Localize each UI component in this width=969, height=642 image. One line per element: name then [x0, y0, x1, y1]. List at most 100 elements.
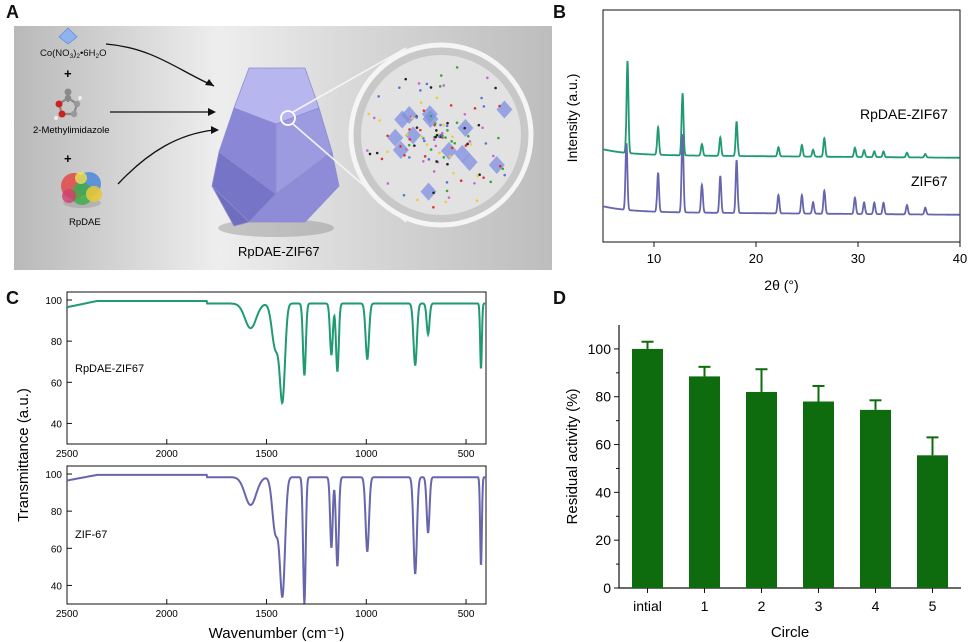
lattice-atom — [439, 123, 442, 127]
x-tick-label: 1000 — [355, 609, 378, 620]
crystal-shadow — [218, 219, 334, 237]
lattice-atom — [432, 191, 435, 195]
y-tick-label: 60 — [51, 544, 63, 555]
lattice-atom — [422, 109, 426, 112]
x-axis-label: Circle — [771, 624, 809, 641]
lattice-atom — [419, 101, 423, 105]
lattice-atom — [503, 173, 507, 177]
lattice-atom — [444, 136, 447, 139]
lattice-atom — [442, 156, 446, 159]
lattice-atom — [446, 129, 449, 132]
series-label: RpDAE-ZIF67 — [860, 106, 948, 122]
y-tick-label: 40 — [51, 581, 63, 592]
panel-label-d: D — [553, 288, 566, 308]
lattice-atom — [366, 149, 369, 152]
lattice-atom — [439, 74, 443, 77]
bar — [746, 391, 777, 588]
bar — [860, 409, 891, 588]
lattice-atom — [497, 136, 500, 140]
lattice-node — [421, 105, 438, 124]
lattice-atom — [453, 141, 457, 145]
y-tick-label: 60 — [51, 378, 63, 389]
y-axis-label: Transmittance (a.u.) — [15, 388, 32, 522]
lattice-atom — [447, 196, 451, 199]
lattice-atom — [445, 189, 449, 193]
bar — [917, 455, 948, 588]
lattice-atom — [455, 66, 459, 69]
lattice-atom — [403, 154, 406, 157]
lattice-atom — [464, 144, 468, 147]
lattice-atom — [399, 145, 402, 148]
y-tick-label: 80 — [51, 337, 63, 348]
cobalt-nitrate-crystal-icon — [58, 27, 78, 45]
lattice-atom — [415, 126, 419, 129]
lattice-node — [461, 153, 478, 172]
plus-sign-2: + — [64, 151, 72, 166]
x-tick-label: 1500 — [255, 609, 278, 620]
panel-label-a: A — [6, 2, 19, 22]
lattice-atom — [425, 143, 429, 146]
lattice-atom — [429, 114, 433, 118]
lattice-atom — [476, 174, 479, 178]
lattice-atom — [423, 139, 426, 143]
x-tick-label: 3 — [815, 598, 823, 614]
lattice-node — [394, 110, 411, 129]
lattice-atom — [442, 84, 446, 87]
lattice-atom — [449, 104, 453, 107]
panel-label-c: C — [6, 288, 19, 308]
x-axis-label: 2θ (°) — [764, 277, 798, 293]
rpdae-protein-icon — [61, 172, 102, 208]
x-tick-label: 4 — [872, 598, 880, 614]
x-tick-label: 1500 — [255, 449, 278, 460]
lattice-atom — [438, 85, 442, 88]
lattice-atom — [444, 200, 448, 204]
lattice-atom — [408, 128, 411, 131]
residual-activity-chart: 0 20 40 60 80 100 intial 1 2 3 4 5 Circle Residual ac… — [564, 325, 961, 641]
y-tick-label: 100 — [588, 341, 612, 357]
lattice-atom — [446, 162, 449, 166]
lattice-node — [488, 156, 505, 175]
lattice-atom — [434, 144, 438, 148]
x-axis-label: Wavenumber (cm⁻¹) — [209, 625, 345, 642]
lattice-atom — [450, 140, 453, 143]
lattice-atom — [463, 112, 467, 116]
lattice-atom — [429, 86, 433, 89]
lattice-atom — [409, 115, 412, 118]
x-tick-label: 20 — [749, 251, 763, 266]
y-tick-label: 60 — [595, 437, 611, 453]
series-label: RpDAE-ZIF67 — [75, 363, 144, 375]
lattice-atom — [413, 144, 416, 147]
x-tick-label: 2 — [758, 598, 766, 614]
lattice-atom — [432, 170, 436, 173]
reagent3-label: RpDAE — [69, 217, 101, 228]
x-tick-label: 2000 — [156, 609, 179, 620]
lattice-atom — [450, 146, 454, 150]
lattice-atom — [441, 131, 444, 135]
lattice-atom — [482, 176, 485, 179]
lattice-atom — [408, 138, 412, 141]
series-label: ZIF-67 — [75, 529, 107, 541]
lattice-atom — [386, 182, 390, 185]
lattice-atom — [467, 134, 470, 138]
lattice-atom — [466, 142, 469, 146]
lattice-atom — [498, 104, 501, 108]
plot-frame — [602, 9, 961, 243]
lattice-atom — [377, 95, 380, 98]
methylimidazole-molecule-icon — [54, 88, 82, 120]
y-tick-label: 80 — [595, 389, 611, 405]
lattice-atom — [380, 157, 384, 161]
bar — [803, 401, 834, 588]
lattice-atom — [445, 124, 449, 128]
lattice-node — [420, 182, 437, 201]
lattice-atom — [419, 128, 422, 132]
pxrd-chart: 10 20 30 40 2θ (°) Intensity (a.u.) RpDAE-ZIF6… — [564, 9, 967, 293]
x-tick-label: 40 — [953, 251, 967, 266]
lattice-atom — [477, 123, 481, 127]
lattice-atom — [372, 116, 376, 120]
lattice-atom — [378, 119, 381, 122]
y-tick-label: 100 — [45, 296, 62, 307]
lattice-atom — [405, 133, 409, 136]
x-tick-label: 2500 — [56, 609, 79, 620]
series-line-rpdae-zif67 — [602, 60, 960, 159]
lattice-atom — [434, 135, 437, 139]
